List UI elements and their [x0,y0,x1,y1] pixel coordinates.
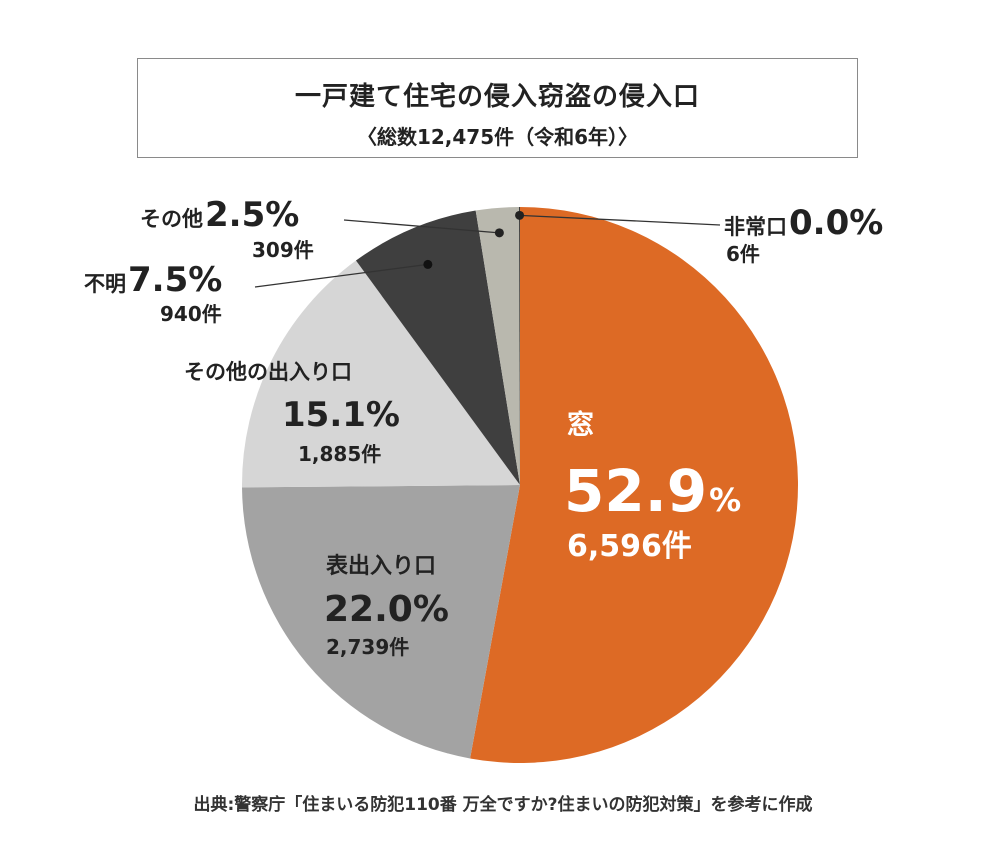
label-unknown: 不明7.5% [84,263,222,297]
label-other: その他2.5% [140,198,299,232]
label-front-entrance-count: 2,739件 [326,635,410,659]
label-emergency-exit-count: 6件 [726,242,760,266]
slice-other [475,207,520,485]
label-other-percent: 2.5% [205,195,300,235]
label-window-percent-sign: % [709,481,742,519]
chart-title: 一戸建て住宅の侵入窃盗の侵入口 [294,82,700,112]
slice-unknown [355,210,520,485]
chart-subtitle: 〈総数12,475件（令和6年）〉 [356,125,639,149]
leader-emergency-exit [519,214,721,226]
leader-other [343,219,500,234]
leader-unknown-dot [423,259,433,269]
source-note: 出典:警察庁「住まいる防犯110番 万全ですか?住まいの防犯対策」を参考に作成 [193,795,813,815]
label-other-entrance-name: その他の出入り口 [184,360,352,384]
label-emergency-exit-percent: 0.0% [789,203,884,243]
label-unknown-percent: 7.5% [128,260,223,300]
slice-window [470,207,799,763]
label-other-entrance-percent: 15.1% [282,395,400,435]
label-window-count: 6,596件 [567,529,692,564]
slice-other-entrance [242,260,520,488]
label-unknown-count: 940件 [160,302,222,326]
label-front-entrance-name: 表出入り口 [326,554,437,579]
label-window-percent-value: 52.9 [564,457,708,525]
label-other-entrance-count: 1,885件 [298,442,382,466]
title-box: 一戸建て住宅の侵入窃盗の侵入口 〈総数12,475件（令和6年）〉 [137,58,858,158]
label-emergency-exit-name: 非常口 [724,215,787,239]
leader-unknown [254,263,428,288]
label-unknown-name: 不明 [84,272,126,296]
slice-front-entrance [242,485,520,759]
label-other-count: 309件 [252,238,314,262]
label-other-name: その他 [140,207,203,231]
leader-other-dot [494,228,504,238]
label-window-name: 窓 [567,410,594,441]
label-window-percent: 52.9% [564,462,741,520]
label-emergency-exit: 非常口0.0% [724,206,883,240]
label-front-entrance-percent: 22.0% [324,589,449,630]
slice-emergency-exit [519,207,520,485]
leader-emergency-exit-dot [515,210,525,220]
